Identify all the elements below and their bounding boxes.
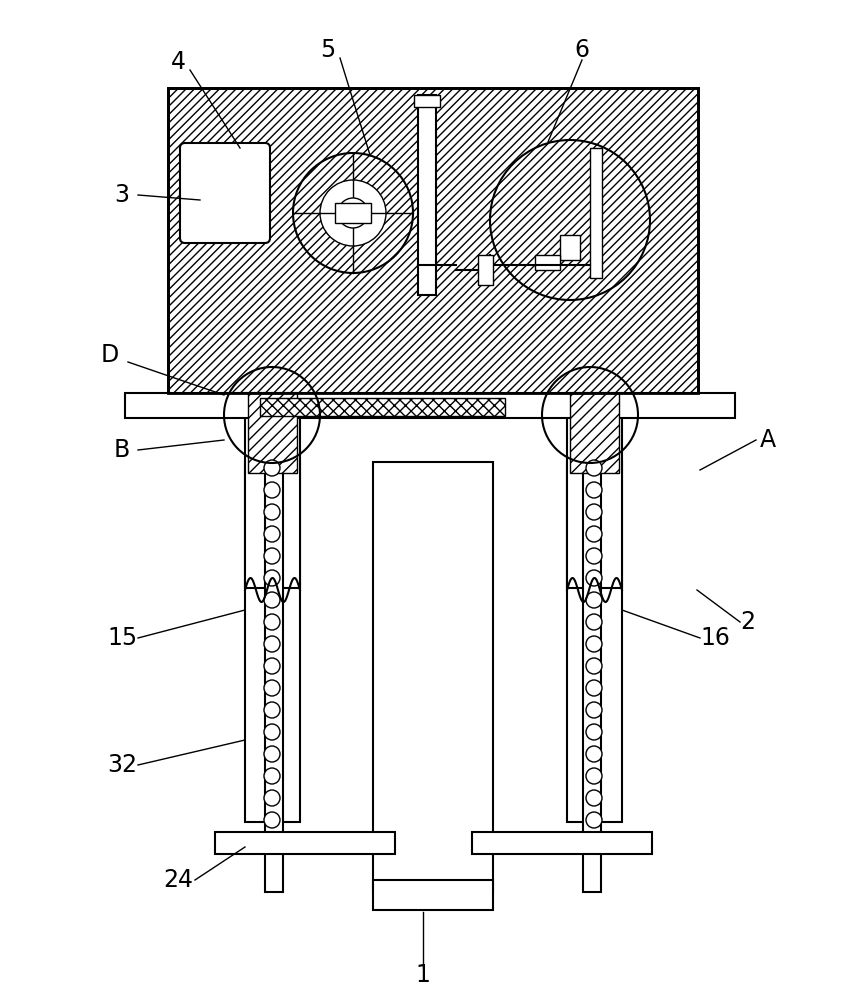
Circle shape <box>586 658 602 674</box>
Bar <box>215 832 395 854</box>
Bar <box>373 462 493 892</box>
Circle shape <box>264 768 280 784</box>
Circle shape <box>586 724 602 740</box>
Circle shape <box>264 790 280 806</box>
Bar <box>567 393 622 588</box>
Text: 15: 15 <box>107 626 137 650</box>
Bar <box>245 393 300 588</box>
Bar <box>248 393 297 473</box>
Text: D: D <box>101 343 119 367</box>
Bar <box>335 203 371 223</box>
Text: A: A <box>760 428 776 452</box>
Text: 2: 2 <box>740 610 756 634</box>
Text: 32: 32 <box>107 753 137 777</box>
Circle shape <box>586 636 602 652</box>
Circle shape <box>264 614 280 630</box>
Circle shape <box>586 592 602 608</box>
Text: 3: 3 <box>115 183 129 207</box>
Circle shape <box>586 482 602 498</box>
Circle shape <box>264 482 280 498</box>
Text: 24: 24 <box>163 868 193 892</box>
Circle shape <box>586 702 602 718</box>
Circle shape <box>586 548 602 564</box>
Circle shape <box>586 460 602 476</box>
Circle shape <box>586 614 602 630</box>
Circle shape <box>264 460 280 476</box>
Circle shape <box>586 812 602 828</box>
Bar <box>570 393 619 473</box>
Circle shape <box>264 526 280 542</box>
Circle shape <box>586 746 602 762</box>
Circle shape <box>264 636 280 652</box>
Bar <box>567 462 622 822</box>
Circle shape <box>586 570 602 586</box>
Bar <box>414 95 440 107</box>
Circle shape <box>338 198 368 228</box>
Bar <box>583 462 601 892</box>
Bar <box>478 255 493 285</box>
Circle shape <box>264 812 280 828</box>
Circle shape <box>264 592 280 608</box>
Circle shape <box>264 504 280 520</box>
Bar <box>535 255 560 270</box>
Bar <box>265 462 283 892</box>
Circle shape <box>586 680 602 696</box>
Circle shape <box>320 180 386 246</box>
Bar <box>168 88 698 393</box>
FancyBboxPatch shape <box>180 143 270 243</box>
Text: 1: 1 <box>416 963 430 987</box>
Circle shape <box>586 526 602 542</box>
Text: 16: 16 <box>700 626 730 650</box>
Bar <box>168 88 698 393</box>
Circle shape <box>264 702 280 718</box>
Bar <box>373 880 493 910</box>
Text: B: B <box>114 438 130 462</box>
Circle shape <box>264 658 280 674</box>
Text: 4: 4 <box>170 50 186 74</box>
Bar <box>472 832 652 854</box>
Circle shape <box>264 680 280 696</box>
Text: 6: 6 <box>575 38 589 62</box>
Circle shape <box>264 570 280 586</box>
Text: 5: 5 <box>321 38 336 62</box>
Circle shape <box>586 790 602 806</box>
Circle shape <box>264 724 280 740</box>
Bar <box>590 148 602 278</box>
Circle shape <box>586 504 602 520</box>
Circle shape <box>264 548 280 564</box>
Bar <box>418 95 436 295</box>
Bar <box>260 398 505 416</box>
Circle shape <box>586 768 602 784</box>
Bar <box>560 235 580 260</box>
Bar <box>125 393 735 418</box>
Circle shape <box>264 746 280 762</box>
Bar <box>245 462 300 822</box>
